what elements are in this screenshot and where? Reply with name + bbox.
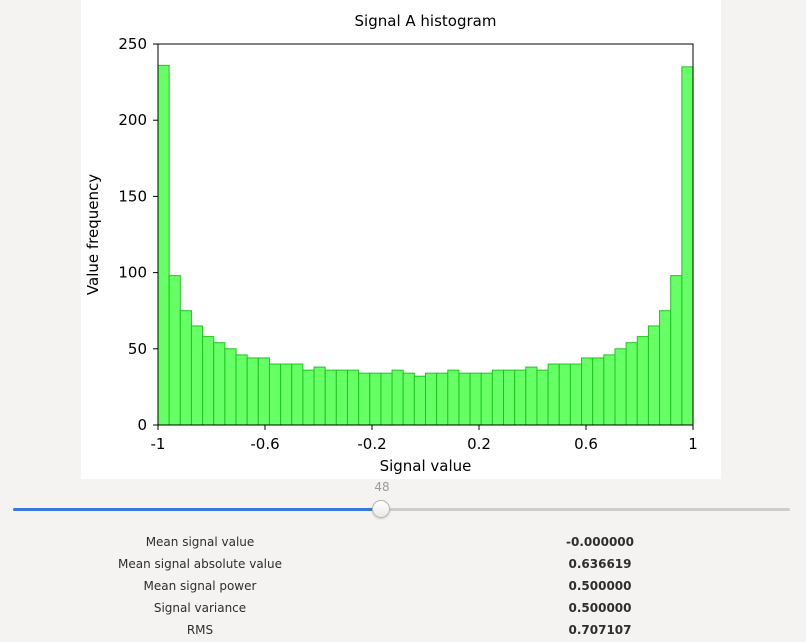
- histogram-bar: [625, 342, 638, 426]
- stat-row: Mean signal power 0.500000: [0, 576, 806, 598]
- histogram-bar: [391, 369, 404, 426]
- histogram-bar: [213, 342, 226, 426]
- plot-frame: [157, 43, 694, 426]
- histogram-bar: [324, 369, 337, 426]
- histogram-bar: [603, 354, 616, 426]
- x-tick-label: 0.2: [467, 435, 491, 453]
- histogram-bar: [436, 372, 449, 426]
- chart-panel: 0 50 100 150 200 250 -1 -0.6 -0.2 0.2 0.6 1 Signal A…: [81, 0, 721, 479]
- histogram-bar: [335, 369, 348, 426]
- histogram-bar: [202, 336, 215, 426]
- histogram-bar: [280, 363, 293, 426]
- bins-slider[interactable]: [13, 500, 790, 518]
- histogram-bar: [246, 357, 259, 426]
- histogram-bar: [514, 369, 527, 426]
- histogram-bar: [636, 336, 649, 426]
- y-tick-label: 250: [118, 35, 147, 53]
- x-tick-label: 1: [688, 435, 698, 453]
- y-axis-label: Value frequency: [84, 174, 102, 295]
- histogram-bar: [224, 348, 237, 426]
- histogram-bar: [157, 64, 170, 426]
- stat-label-mean-abs: Mean signal absolute value: [117, 557, 282, 571]
- y-tick-label: 150: [118, 187, 147, 205]
- stat-value-mean-abs: 0.636619: [568, 557, 632, 571]
- histogram-bar: [558, 363, 571, 426]
- histogram-bar: [179, 310, 192, 426]
- stat-value-rms: 0.707107: [568, 623, 632, 637]
- stat-row: RMS 0.707107: [0, 620, 806, 642]
- slider-value-label: 48: [374, 480, 390, 494]
- x-tick-label: 0.6: [574, 435, 598, 453]
- histogram-bar: [402, 372, 415, 426]
- stat-row: Mean signal absolute value 0.636619: [0, 554, 806, 576]
- stat-row: Mean signal value -0.000000: [0, 532, 806, 554]
- histogram-bar: [659, 310, 672, 426]
- histogram-chart: 0 50 100 150 200 250 -1 -0.6 -0.2 0.2 0.6 1 Signal A…: [84, 12, 698, 475]
- histogram-bar: [592, 357, 605, 426]
- histogram-bar: [346, 369, 360, 426]
- histogram-bar: [358, 372, 371, 426]
- histogram-bar: [168, 275, 181, 426]
- histogram-bar: [647, 325, 661, 426]
- histogram-bar: [670, 275, 683, 426]
- stat-value-mean: -0.000000: [566, 535, 634, 549]
- histogram-bar: [291, 363, 304, 426]
- histogram-bar: [235, 354, 248, 426]
- histogram-bar: [369, 372, 382, 426]
- x-tick-label: -0.2: [357, 435, 386, 453]
- histogram-bar: [447, 369, 460, 426]
- chart-title: Signal A histogram: [355, 12, 497, 30]
- histogram-bar: [581, 357, 594, 426]
- y-tick-label: 100: [118, 264, 147, 282]
- histogram-bar: [536, 369, 549, 426]
- stat-value-variance: 0.500000: [568, 601, 632, 615]
- histogram-bar: [257, 357, 270, 426]
- histogram-bar: [458, 372, 471, 426]
- stat-row: Signal variance 0.500000: [0, 598, 806, 620]
- histogram-bar: [547, 363, 560, 426]
- stat-label-variance: Signal variance: [153, 601, 247, 615]
- stat-label-rms: RMS: [186, 623, 214, 637]
- stats-table: Mean signal value -0.000000 Mean signal …: [0, 532, 806, 642]
- histogram-bar: [469, 372, 482, 426]
- stat-value-power: 0.500000: [568, 579, 632, 593]
- x-tick-label: -0.6: [250, 435, 279, 453]
- slider-fill: [13, 508, 382, 511]
- histogram-bar: [302, 369, 315, 426]
- histogram-bar: [425, 372, 438, 426]
- histogram-bar: [268, 363, 282, 426]
- histogram-bar: [190, 325, 204, 426]
- slider-handle[interactable]: [372, 500, 391, 518]
- histogram-bar: [413, 375, 427, 426]
- histogram-bar: [380, 372, 393, 426]
- histogram-bar: [480, 372, 493, 426]
- histogram-bar: [614, 348, 627, 426]
- y-tick-label: 200: [118, 111, 147, 129]
- histogram-bar: [491, 369, 505, 426]
- x-axis-label: Signal value: [380, 457, 472, 475]
- histogram-bar: [569, 363, 583, 426]
- histogram-bar: [681, 66, 694, 426]
- y-tick-label: 0: [137, 416, 147, 434]
- histogram-bar: [503, 369, 516, 426]
- stat-label-mean: Mean signal value: [145, 535, 255, 549]
- histogram-bar: [313, 366, 326, 426]
- x-tick-label: -1: [151, 435, 166, 453]
- y-tick-label: 50: [128, 340, 147, 358]
- histogram-bar: [525, 366, 538, 426]
- stat-label-power: Mean signal power: [143, 579, 257, 593]
